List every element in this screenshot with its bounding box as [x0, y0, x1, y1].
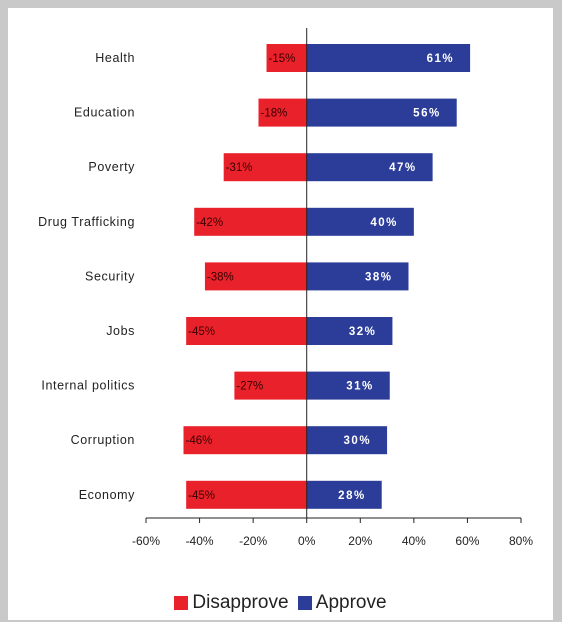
- bar-disapprove-security: [204, 262, 307, 291]
- data-label-approve-drug-trafficking: 40%: [370, 217, 398, 229]
- category-label-education: Education: [74, 106, 135, 120]
- bar-approve-education: [306, 98, 457, 127]
- x-tick-label-4: 20%: [348, 534, 372, 548]
- data-label-approve-corruption: 30%: [344, 435, 372, 447]
- data-label-disapprove-economy: -45%: [188, 490, 215, 502]
- x-tick-label-1: -40%: [186, 534, 214, 548]
- legend-item-disapprove: Disapprove: [174, 592, 289, 614]
- x-tick-label-5: 40%: [402, 534, 426, 548]
- category-label-poverty: Poverty: [88, 160, 135, 174]
- x-tick-label-3: 0%: [298, 534, 316, 548]
- bar-disapprove-internal-politics: [234, 371, 307, 400]
- x-tick-label-7: 80%: [509, 534, 533, 548]
- data-label-approve-poverty: 47%: [389, 162, 417, 174]
- data-label-disapprove-security: -38%: [207, 271, 234, 283]
- data-label-approve-health: 61%: [427, 53, 455, 65]
- category-label-drug-trafficking: Drug Trafficking: [38, 215, 135, 229]
- legend: Disapprove Approve: [8, 592, 553, 616]
- bar-approve-poverty: [306, 153, 433, 182]
- data-label-disapprove-poverty: -31%: [226, 162, 253, 174]
- category-label-security: Security: [85, 269, 135, 283]
- bar-disapprove-drug-trafficking: [194, 207, 307, 236]
- category-label-health: Health: [95, 51, 135, 65]
- data-label-approve-security: 38%: [365, 271, 393, 283]
- bar-approve-internal-politics: [306, 371, 390, 400]
- bar-disapprove-health: [266, 44, 307, 72]
- bar-disapprove-poverty: [223, 153, 307, 182]
- legend-label-disapprove: Disapprove: [192, 592, 289, 613]
- data-label-disapprove-health: -15%: [269, 53, 296, 65]
- data-label-disapprove-drug-trafficking: -42%: [196, 217, 223, 229]
- data-label-approve-education: 56%: [413, 108, 441, 120]
- data-label-approve-economy: 28%: [338, 490, 366, 502]
- bar-disapprove-jobs: [186, 317, 307, 345]
- bar-disapprove-education: [258, 98, 307, 127]
- category-label-economy: Economy: [79, 488, 135, 502]
- x-tick-label-2: -20%: [239, 534, 267, 548]
- category-label-corruption: Corruption: [71, 433, 135, 447]
- bar-approve-economy: [306, 480, 382, 509]
- bar-approve-corruption: [306, 426, 388, 455]
- bar-approve-health: [306, 44, 471, 72]
- x-tick-label-6: 60%: [455, 534, 479, 548]
- chart-svg: Health -15% 61% Education -18% 56% Poverty -31%…: [38, 28, 533, 548]
- x-tick-label-0: -60%: [132, 534, 160, 548]
- bar-disapprove-economy: [186, 480, 307, 509]
- data-label-approve-jobs: 32%: [349, 326, 377, 338]
- legend-label-approve: Approve: [315, 592, 387, 613]
- category-label-internal-politics: Internal politics: [41, 379, 135, 393]
- bar-approve-drug-trafficking: [306, 207, 414, 236]
- data-label-disapprove-education: -18%: [261, 108, 288, 120]
- legend-swatch-disapprove: [174, 596, 189, 610]
- data-label-disapprove-internal-politics: -27%: [236, 381, 263, 393]
- bar-approve-security: [306, 262, 409, 291]
- legend-item-approve: Approve: [297, 592, 387, 614]
- category-label-jobs: Jobs: [106, 324, 135, 338]
- data-label-approve-internal-politics: 31%: [346, 381, 374, 393]
- bar-approve-jobs: [306, 317, 393, 345]
- legend-swatch-approve: [297, 596, 312, 610]
- data-label-disapprove-corruption: -46%: [186, 435, 213, 447]
- chart-panel: Health -15% 61% Education -18% 56% Poverty -31%…: [8, 8, 553, 620]
- data-label-disapprove-jobs: -45%: [188, 326, 215, 338]
- bar-disapprove-corruption: [183, 426, 307, 455]
